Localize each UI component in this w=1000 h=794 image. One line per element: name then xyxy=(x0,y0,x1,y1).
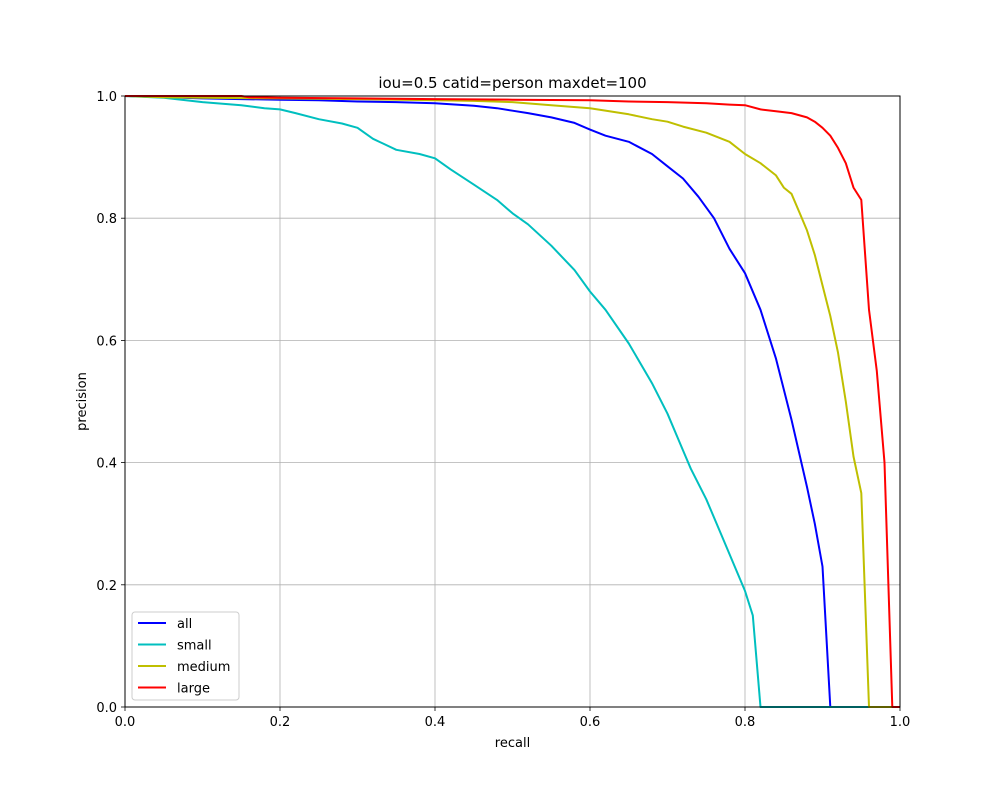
x-tick-label: 0.2 xyxy=(270,715,291,730)
y-tick-label: 0.0 xyxy=(96,701,117,716)
x-axis-label: recall xyxy=(495,736,530,751)
plot-frame xyxy=(124,95,901,708)
legend: all small medium large xyxy=(131,611,240,701)
x-tick-label: 0.4 xyxy=(425,715,446,730)
chart-title: iou=0.5 catid=person maxdet=100 xyxy=(378,74,646,92)
y-axis-label: precision xyxy=(75,372,90,431)
series-line-medium xyxy=(124,95,900,708)
y-tick-label: 0.6 xyxy=(96,334,117,349)
y-axis-ticks: 0.0 0.2 0.4 0.6 0.8 1.0 xyxy=(96,90,125,716)
series-line-small xyxy=(124,95,900,708)
legend-label-all: all xyxy=(177,617,192,632)
y-tick-label: 0.4 xyxy=(96,457,117,472)
y-tick-label: 1.0 xyxy=(96,90,117,105)
series-line-all xyxy=(124,95,900,708)
x-tick-label: 1.0 xyxy=(890,715,911,730)
x-tick-label: 0.8 xyxy=(735,715,756,730)
y-tick-label: 0.8 xyxy=(96,212,117,227)
x-axis-ticks: 0.0 0.2 0.4 0.6 0.8 1.0 xyxy=(115,707,911,730)
legend-label-medium: medium xyxy=(177,660,230,675)
y-tick-label: 0.2 xyxy=(96,579,117,594)
series-line-large xyxy=(125,95,900,708)
legend-label-small: small xyxy=(177,639,212,654)
legend-label-large: large xyxy=(177,682,210,697)
x-tick-label: 0.6 xyxy=(580,715,601,730)
legend-box xyxy=(131,611,240,701)
series-lines xyxy=(124,95,900,708)
x-tick-label: 0.0 xyxy=(115,715,136,730)
